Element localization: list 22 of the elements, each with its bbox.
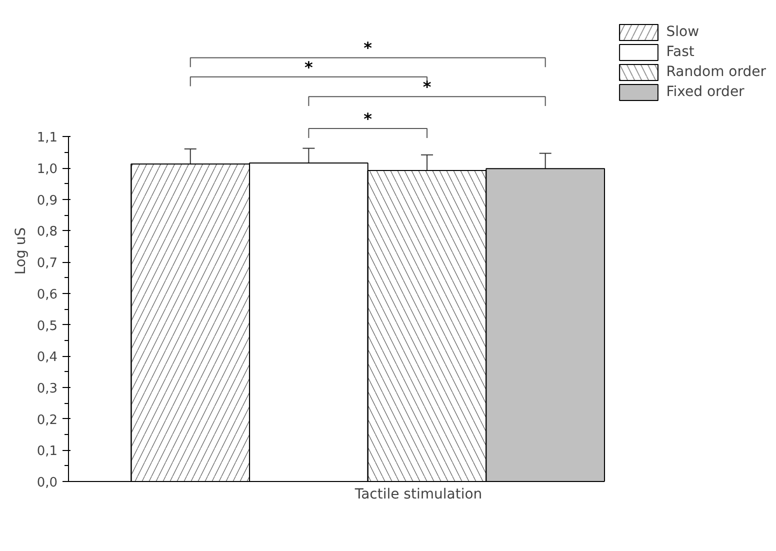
text: * <box>304 58 314 77</box>
y-tick-label: 0,9 <box>36 193 58 208</box>
legend-label: Fixed order <box>666 84 744 100</box>
y-tick-label: 0,2 <box>36 412 58 428</box>
y-tick-label: 1,0 <box>36 162 58 178</box>
y-tick-label: 0,4 <box>36 350 58 366</box>
y-tick-label: 0,0 <box>36 476 58 490</box>
y-tick-label: 0,6 <box>36 287 58 302</box>
y-tick-label: 0,5 <box>36 318 58 334</box>
y-tick-label: 1,1 <box>36 130 58 146</box>
text: * <box>364 38 373 58</box>
legend-label: Random order <box>666 64 766 80</box>
x-axis-title: Tactile stimulation <box>354 486 482 502</box>
legend-label: Fast <box>666 44 694 60</box>
y-tick-label: 0,1 <box>36 444 58 460</box>
legend-label: Slow <box>666 24 700 40</box>
text: * <box>364 110 373 129</box>
y-tick-label: 0,8 <box>36 224 58 240</box>
y-axis-title: Log uS <box>12 227 29 275</box>
y-tick-label: 0,7 <box>36 256 58 272</box>
text: * <box>422 78 432 97</box>
y-tick-label: 0,3 <box>36 381 58 396</box>
